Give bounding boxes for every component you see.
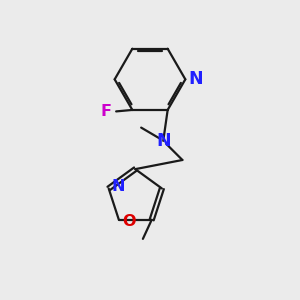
Text: F: F bbox=[101, 104, 112, 119]
Text: N: N bbox=[188, 70, 203, 88]
Text: N: N bbox=[112, 179, 125, 194]
Text: O: O bbox=[122, 214, 135, 229]
Text: N: N bbox=[156, 132, 171, 150]
